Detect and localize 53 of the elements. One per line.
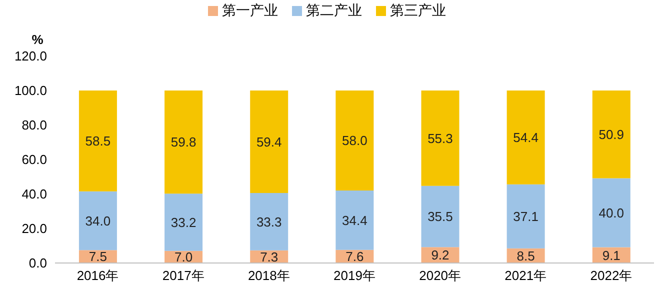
bar <box>164 90 203 194</box>
y-axis-title: % <box>32 32 44 47</box>
data-label: 8.5 <box>516 248 535 264</box>
data-label: 34.0 <box>85 213 111 228</box>
data-label: 9.1 <box>602 248 620 263</box>
data-label: 59.4 <box>256 134 282 150</box>
y-tick-label: 60.0 <box>22 152 47 168</box>
y-tick-label: 0.0 <box>28 256 47 271</box>
bar <box>421 186 460 248</box>
bar <box>421 90 460 186</box>
bar <box>336 190 374 250</box>
data-label: 7.0 <box>174 250 193 265</box>
y-tick-label: 120.0 <box>14 48 47 64</box>
bar <box>164 194 203 251</box>
data-label: 59.8 <box>170 134 196 150</box>
bar <box>592 90 630 178</box>
data-label: 58.5 <box>85 134 111 149</box>
data-label: 33.3 <box>256 214 282 230</box>
x-tick-label: 2021年 <box>504 268 547 284</box>
y-tick-label: 80.0 <box>22 118 47 133</box>
legend-label: 第二产业 <box>305 2 362 20</box>
bar <box>78 191 117 250</box>
legend-label: 第一产业 <box>221 2 278 20</box>
x-tick-label: 2017年 <box>162 268 204 284</box>
bar <box>336 90 374 191</box>
data-label: 58.0 <box>342 133 368 148</box>
bar <box>250 90 288 193</box>
x-tick-label: 2022年 <box>590 268 632 284</box>
data-label: 35.5 <box>428 209 453 224</box>
data-label: 34.4 <box>342 212 368 228</box>
y-tick-label: 20.0 <box>22 221 47 236</box>
y-tick-label: 100.0 <box>14 83 47 98</box>
data-label: 54.4 <box>513 130 538 146</box>
data-label: 7.3 <box>260 249 278 264</box>
data-label: 7.6 <box>346 249 364 264</box>
data-label: 40.0 <box>598 205 624 220</box>
data-label: 55.3 <box>428 130 453 146</box>
bar <box>250 192 288 250</box>
data-label: 33.2 <box>170 214 196 230</box>
data-label: 7.5 <box>88 249 107 264</box>
x-tick-label: 2018年 <box>248 268 290 284</box>
x-tick-label: 2020年 <box>419 268 462 284</box>
bar <box>592 178 630 248</box>
bar <box>506 184 545 248</box>
data-label: 37.1 <box>513 208 538 224</box>
bar <box>506 90 545 184</box>
y-tick-label: 40.0 <box>22 186 47 202</box>
legend-label: 第三产业 <box>389 2 446 20</box>
x-tick-label: 2016年 <box>76 268 119 284</box>
bar <box>78 90 117 192</box>
data-label: 50.9 <box>598 127 624 142</box>
x-tick-label: 2019年 <box>334 268 376 284</box>
data-label: 9.2 <box>431 248 450 263</box>
